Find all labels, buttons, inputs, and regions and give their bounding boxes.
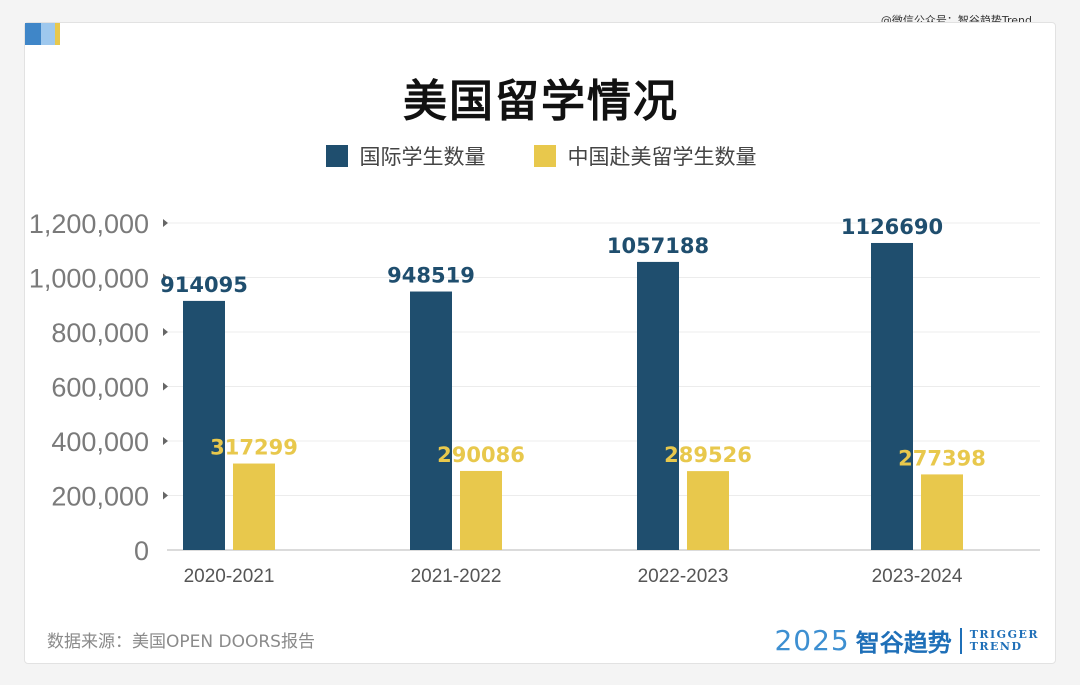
y-tick-label: 400,000 [51, 427, 149, 457]
y-tick-label: 600,000 [51, 373, 149, 403]
legend-item-china: 中国赴美留学生数量 [533, 141, 757, 171]
y-tick-label: 200,000 [51, 482, 149, 512]
y-tick-label: 1,200,000 [29, 209, 149, 239]
source-note: 数据来源：美国OPEN DOORS报告 [47, 632, 315, 652]
chart-card: 美国留学情况 国际学生数量 中国赴美留学生数量 0 200,000 400,000 6… [24, 22, 1056, 664]
bar-chart: 0 200,000 400,000 600,000 800,000 1,000,000 1,… [29, 209, 1040, 587]
y-tick-label: 800,000 [51, 318, 149, 348]
x-tick-label: 2020-2021 [184, 566, 275, 587]
data-label-china: 289526 [664, 443, 752, 467]
y-tick-marker [163, 491, 168, 500]
brand-en-line1: TRIGGER [969, 627, 1039, 641]
brand-logo: 2025 智谷趋势 TRIGGER TREND [774, 623, 1039, 658]
y-tick-label: 1,000,000 [29, 264, 149, 294]
legend-item-international: 国际学生数量 [325, 141, 486, 171]
data-label-china: 290086 [437, 443, 525, 467]
bar-international [183, 300, 225, 550]
bar-international [871, 242, 913, 550]
y-tick-marker [163, 328, 168, 336]
x-tick-label: 2021-2022 [411, 566, 502, 587]
corner-decoration [25, 23, 63, 45]
chart-title: 美国留学情况 [403, 76, 679, 127]
data-label-china: 317299 [210, 436, 298, 460]
bar-international [410, 291, 452, 550]
bar-china [460, 470, 502, 550]
legend-swatch-china [533, 145, 556, 167]
x-tick-label: 2022-2023 [638, 566, 729, 587]
legend: 国际学生数量 中国赴美留学生数量 [25, 141, 1057, 171]
brand-year: 2025 [774, 624, 850, 657]
y-tick-label: 0 [134, 536, 149, 566]
x-tick-label: 2023-2024 [872, 566, 963, 587]
data-label-international: 1126690 [841, 215, 943, 239]
legend-swatch-international [325, 145, 348, 167]
data-label-china: 277398 [898, 446, 986, 470]
legend-label-china: 中国赴美留学生数量 [567, 145, 757, 169]
bar-international [637, 261, 679, 550]
bar-china [687, 471, 729, 550]
brand-divider [959, 627, 962, 654]
y-tick-marker [163, 219, 168, 227]
brand-english: TRIGGER TREND [969, 627, 1039, 653]
brand-en-line2: TREND [969, 639, 1023, 653]
y-tick-marker [163, 437, 168, 445]
brand-name: 智谷趋势 [855, 628, 952, 657]
legend-label-international: 国际学生数量 [359, 145, 486, 169]
data-label-international: 1057188 [607, 234, 709, 258]
bar-china [921, 474, 963, 550]
data-label-international: 948519 [387, 264, 475, 288]
data-label-international: 914095 [160, 273, 248, 297]
y-tick-marker [163, 273, 168, 282]
y-tick-marker [163, 382, 168, 391]
bar-china [233, 463, 275, 550]
